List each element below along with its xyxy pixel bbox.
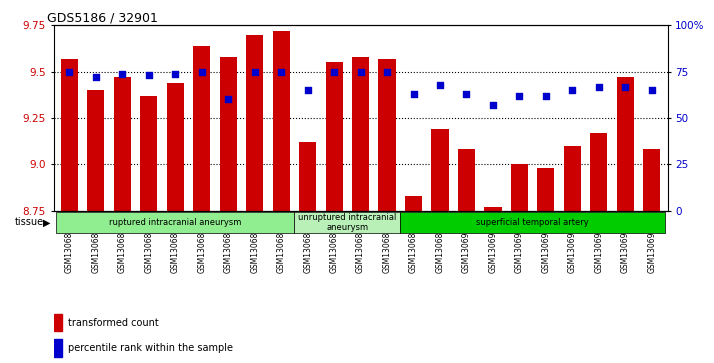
Text: ruptured intracranial aneurysm: ruptured intracranial aneurysm (109, 218, 241, 227)
Point (646, 87, 658, 93)
Point (328, 69, 340, 75)
Point (249, 69, 261, 75)
Text: GSM1306907: GSM1306907 (647, 222, 656, 273)
Text: superficial temporal artery: superficial temporal artery (476, 218, 589, 227)
Point (487, 102, 498, 108)
Text: GSM1306895: GSM1306895 (330, 222, 338, 273)
Bar (352, 57, 369, 211)
Point (116, 71, 128, 77)
Bar (87, 90, 104, 211)
FancyBboxPatch shape (56, 212, 294, 233)
FancyBboxPatch shape (401, 212, 665, 233)
Point (355, 69, 366, 75)
Point (90, 74, 101, 80)
Bar (537, 168, 555, 211)
Point (276, 69, 287, 75)
Text: GSM1306901: GSM1306901 (488, 222, 498, 273)
Bar (484, 207, 501, 211)
Bar (299, 142, 316, 211)
Bar (643, 150, 660, 211)
Text: GSM1306886: GSM1306886 (91, 222, 101, 273)
Text: unruptured intracranial
aneurysm: unruptured intracranial aneurysm (298, 213, 396, 232)
Text: GSM1306904: GSM1306904 (568, 222, 577, 273)
Bar (617, 77, 634, 211)
Bar (193, 46, 211, 211)
Text: GSM1306899: GSM1306899 (436, 222, 445, 273)
Point (434, 82, 446, 87)
Bar (273, 31, 290, 211)
Point (540, 93, 551, 99)
Bar (564, 146, 581, 211)
Text: GSM1306888: GSM1306888 (144, 222, 154, 273)
Bar (220, 57, 237, 211)
Bar (246, 35, 263, 211)
FancyBboxPatch shape (294, 212, 401, 233)
Point (513, 93, 525, 99)
Text: GSM1306903: GSM1306903 (541, 222, 550, 273)
Text: transformed count: transformed count (68, 318, 159, 328)
Text: tissue: tissue (14, 217, 44, 227)
Text: GSM1306889: GSM1306889 (171, 222, 180, 273)
Bar (458, 150, 475, 211)
Point (620, 83, 631, 89)
Text: ▶: ▶ (43, 217, 51, 227)
Point (408, 91, 419, 97)
Text: GSM1306900: GSM1306900 (462, 222, 471, 273)
Point (170, 71, 181, 77)
Bar (54, 339, 63, 357)
Point (223, 97, 234, 102)
Text: GSM1306906: GSM1306906 (620, 222, 630, 273)
Text: GSM1306887: GSM1306887 (118, 222, 127, 273)
Text: GSM1306905: GSM1306905 (594, 222, 603, 273)
Text: GDS5186 / 32901: GDS5186 / 32901 (47, 11, 159, 24)
Bar (590, 133, 608, 211)
Bar (140, 96, 157, 211)
Point (381, 69, 393, 75)
Bar (166, 83, 184, 211)
Bar (114, 77, 131, 211)
Bar (61, 59, 78, 211)
Bar (326, 62, 343, 211)
Bar (405, 196, 422, 211)
Text: percentile rank within the sample: percentile rank within the sample (68, 343, 233, 353)
Text: GSM1306894: GSM1306894 (303, 222, 312, 273)
Point (302, 87, 313, 93)
Point (461, 91, 472, 97)
Point (567, 87, 578, 93)
Text: GSM1306902: GSM1306902 (515, 222, 524, 273)
Text: GSM1306891: GSM1306891 (223, 222, 233, 273)
Point (196, 69, 208, 75)
Bar (511, 164, 528, 211)
Text: GSM1306896: GSM1306896 (356, 222, 365, 273)
Text: GSM1306893: GSM1306893 (276, 222, 286, 273)
Point (593, 83, 605, 89)
Bar (54, 314, 63, 331)
Point (143, 73, 154, 78)
Text: GSM1306892: GSM1306892 (250, 222, 259, 273)
Point (64, 69, 75, 75)
Text: GSM1306885: GSM1306885 (65, 222, 74, 273)
Text: GSM1306898: GSM1306898 (409, 222, 418, 273)
Bar (431, 129, 448, 211)
Text: GSM1306890: GSM1306890 (197, 222, 206, 273)
Text: GSM1306897: GSM1306897 (383, 222, 391, 273)
Bar (378, 59, 396, 211)
